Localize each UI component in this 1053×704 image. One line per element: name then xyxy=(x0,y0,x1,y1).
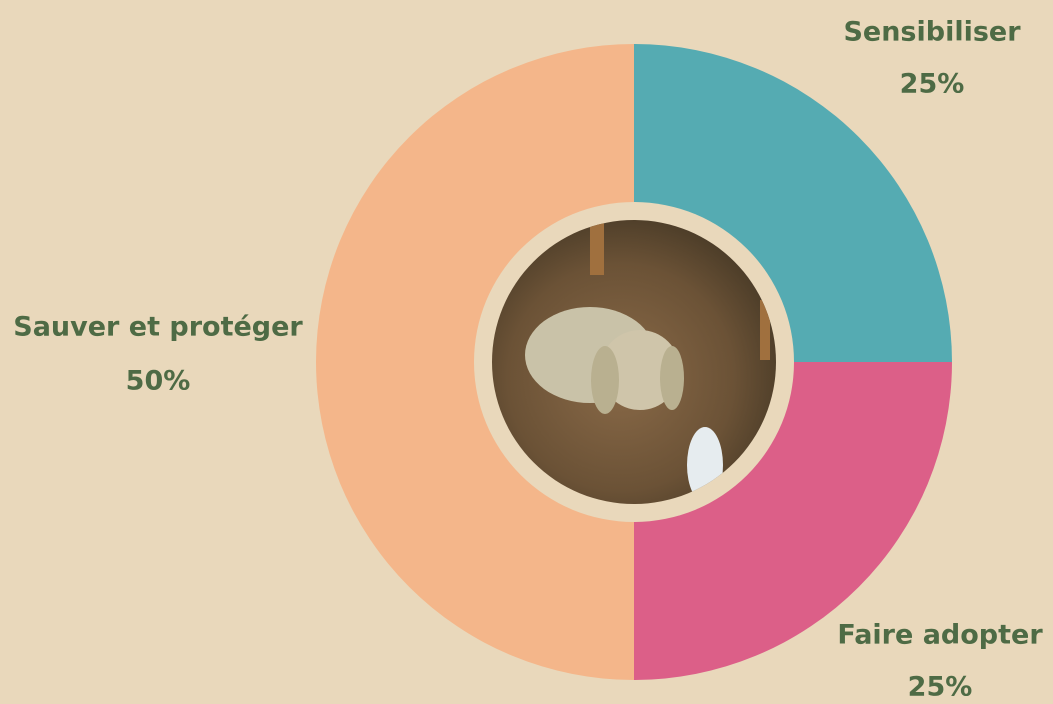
slice-value-label: 50% xyxy=(126,366,191,397)
slice-value-label: 25% xyxy=(908,672,973,703)
slice-label: Faire adopter xyxy=(837,620,1043,651)
slice-value-label: 25% xyxy=(900,69,965,100)
page: {"chart_data": {"type": "donut", "catego… xyxy=(0,0,1053,704)
slice-label: Sensibiliser xyxy=(843,17,1021,48)
slice-label: Sauver et protéger xyxy=(13,312,303,343)
chart: Sensibiliser 25% Faire adopter 25% Sauver et… xyxy=(0,0,1053,704)
